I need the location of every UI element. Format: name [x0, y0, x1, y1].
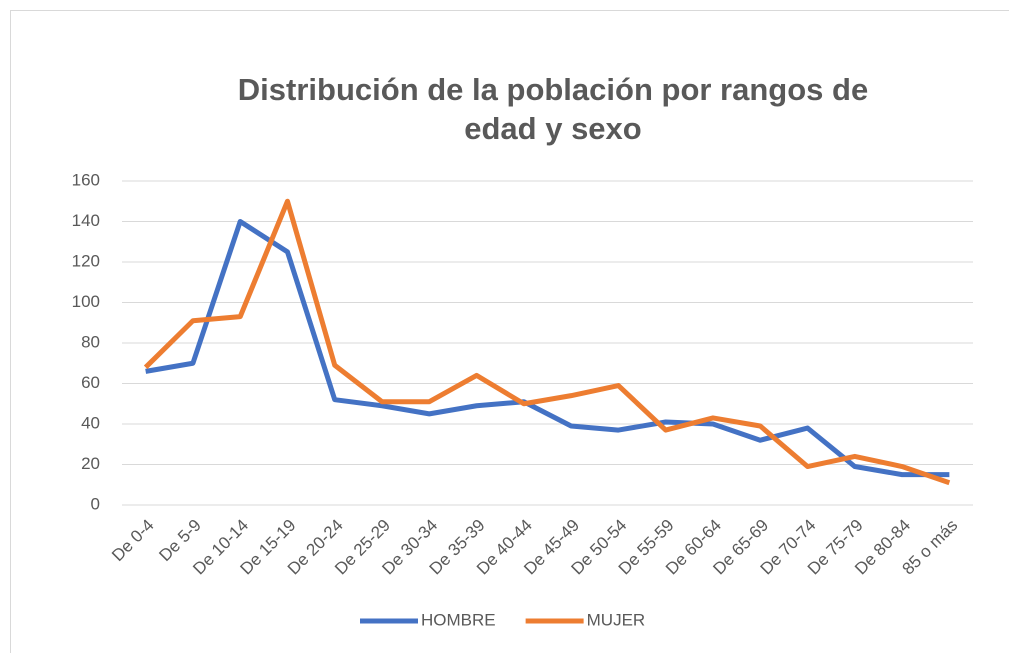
chart-border: [10, 10, 1009, 653]
y-tick-label: 40: [81, 413, 100, 432]
y-tick-label: 140: [72, 211, 100, 230]
y-tick-label: 160: [72, 170, 100, 189]
chart-title: Distribución de la población por rangos …: [237, 72, 869, 146]
line-series: [143, 198, 951, 486]
y-tick-label: 0: [91, 494, 100, 513]
y-tick-label: 20: [81, 454, 100, 473]
x-tick-label: De 0-4: [108, 516, 158, 566]
y-tick-label: 60: [81, 373, 100, 392]
y-tick-label: 80: [81, 332, 100, 351]
y-tick-label: 120: [72, 251, 100, 270]
legend-label: MUJER: [587, 610, 646, 629]
y-tick-label: 100: [72, 292, 100, 311]
line-series: [145, 219, 950, 478]
legend-label: HOMBRE: [421, 610, 496, 629]
